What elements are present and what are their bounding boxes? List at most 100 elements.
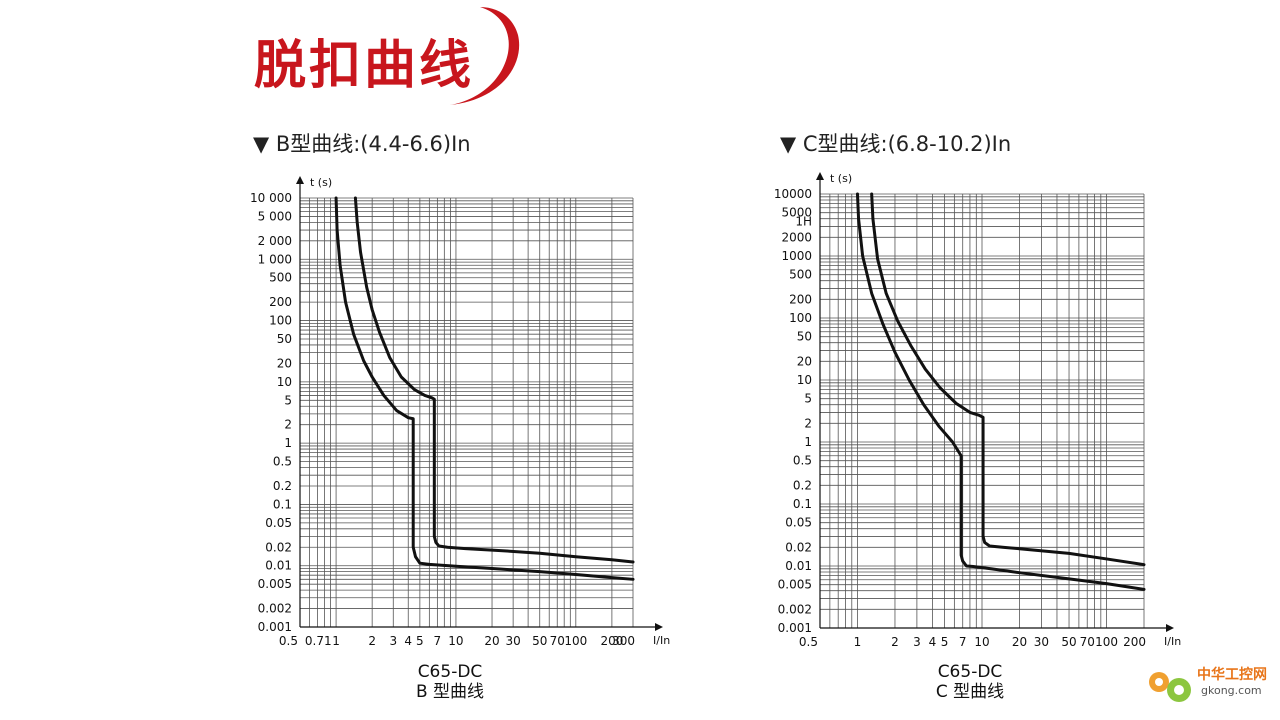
c-chart-x-tick-label: 2: [891, 635, 899, 649]
c-chart-y-tick-label: 0.5: [793, 454, 812, 468]
c-chart-grid: [819, 193, 1145, 629]
b-curve-heading: ▼ B型曲线:(4.4-6.6)In: [253, 132, 471, 156]
b-chart-y-tick-label: 5 000: [258, 209, 292, 223]
c-chart-x-tick-label: 10: [974, 635, 989, 649]
b-chart-x-tick-label: 200: [600, 634, 623, 648]
c-chart-x-tick-label: 0.5: [799, 635, 818, 649]
b-chart-y-tick-label: 50: [277, 332, 292, 346]
c-chart-y-tick-label: 0.2: [793, 478, 812, 492]
b-chart-y-tick-label: 200: [269, 295, 292, 309]
b-chart-y-tick-label: 1: [284, 436, 292, 450]
c-chart-x-tick-label: 5: [941, 635, 949, 649]
b-chart-axes: t (s) I/In: [296, 176, 670, 647]
b-chart-y-tick-label: 10: [277, 375, 292, 389]
b-chart-grid: [299, 197, 634, 628]
title-swoosh-arc: [450, 7, 520, 105]
c-chart-y-tick-label: 2: [804, 416, 812, 430]
b-chart-x-axis-arrow: [655, 623, 663, 631]
c-chart-y-tick-label: 20: [797, 354, 812, 368]
c-chart-x-tick-label: 50: [1061, 635, 1076, 649]
c-chart-y-tick-label: 1: [804, 435, 812, 449]
gear-icon: [1149, 672, 1191, 702]
b-chart-x-tick-label: 50: [532, 634, 547, 648]
b-chart-y-tick-label: 10 000: [250, 191, 292, 205]
b-caption-model: C65-DC: [417, 662, 483, 682]
b-chart-y-tick-label: 100: [269, 314, 292, 328]
b-chart-y-tick-label: 0.002: [258, 602, 292, 616]
c-chart-trip-curve-2: [870, 192, 1146, 567]
b-chart-y-tick-label: 0.01: [265, 559, 292, 573]
b-chart-y-tick-label: 2: [284, 418, 292, 432]
watermark-logo: 中华工控网 gkong.com: [1145, 662, 1275, 707]
page-title-block: 脱扣曲线: [250, 5, 550, 115]
c-chart-x-tick-label: 3: [913, 635, 921, 649]
b-chart-x-tick-label: 300: [612, 634, 635, 648]
b-chart-y-tick-label: 2 000: [258, 234, 292, 248]
c-chart-x-axis-label: I/In: [1164, 635, 1181, 648]
c-chart-axes: t (s) I/In: [816, 172, 1181, 648]
watermark-url: gkong.com: [1201, 684, 1262, 697]
b-chart-x-tick-label: 10: [448, 634, 463, 648]
b-chart-x-tick-label: 20: [484, 634, 499, 648]
b-chart-y-tick-label: 20: [277, 356, 292, 370]
b-chart-x-tick-label: 7: [434, 634, 442, 648]
watermark-name: 中华工控网: [1197, 667, 1267, 683]
b-chart-y-tick-label: 500: [269, 271, 292, 285]
c-chart-y-tick-label: 500: [789, 268, 812, 282]
c-chart-x-tick-label: 4: [929, 635, 937, 649]
b-chart-caption: C65-DC B 型曲线: [370, 662, 530, 702]
b-chart-x-tick-label: 0.71: [305, 634, 332, 648]
c-chart-x-tick-label: 70: [1080, 635, 1095, 649]
c-chart-y-tick-label: 0.05: [785, 516, 812, 530]
c-chart-x-tick-label: 7: [959, 635, 967, 649]
c-chart-y-tick-label: 200: [789, 292, 812, 306]
c-chart-y-tick-label: 0.002: [778, 602, 812, 616]
c-chart-y-tick-label: 5: [804, 392, 812, 406]
b-chart-y-tick-label: 1 000: [258, 252, 292, 266]
b-chart-x-axis-label: I/In: [653, 634, 670, 647]
b-chart-y-tick-label: 0.005: [258, 577, 292, 591]
c-chart-y-tick-label: 2000: [781, 230, 812, 244]
b-chart-trip-curve-1: [334, 196, 635, 581]
c-chart-y-tick-label: 1H: [795, 215, 812, 229]
b-chart-y-axis-label: t (s): [310, 176, 332, 189]
b-caption-type: B 型曲线: [415, 682, 485, 702]
c-chart-trip-curve-1: [855, 192, 1146, 591]
c-chart-x-tick-label: 100: [1095, 635, 1118, 649]
c-chart-y-tick-label: 50: [797, 330, 812, 344]
b-chart-x-tick-label: 30: [505, 634, 520, 648]
c-chart-curves: [855, 192, 1146, 591]
c-chart-y-tick-label: 5000: [781, 206, 812, 220]
c-chart-y-tick-label: 10000: [774, 187, 812, 201]
b-chart-x-tick-label: 2: [368, 634, 376, 648]
c-chart-y-tick-label: 10: [797, 373, 812, 387]
c-chart-y-tick-label: 0.005: [778, 578, 812, 592]
b-chart-x-tick-label: 4: [404, 634, 412, 648]
c-caption-type: C 型曲线: [935, 682, 1005, 702]
b-chart-y-axis-arrow: [296, 176, 304, 184]
b-chart-x-tick-label: 70: [550, 634, 565, 648]
c-chart-y-tick-label: 0.1: [793, 497, 812, 511]
b-chart-x-tick-label: 1: [332, 634, 340, 648]
b-chart-y-tick-label: 0.5: [273, 455, 292, 469]
c-chart-x-tick-label: 30: [1034, 635, 1049, 649]
b-chart-y-tick-label: 0.05: [265, 516, 292, 530]
page-title: 脱扣曲线: [254, 36, 475, 96]
b-chart-y-tick-label: 0.001: [258, 620, 292, 634]
b-chart-x-tick-label: 3: [389, 634, 397, 648]
c-chart-y-axis-arrow: [816, 172, 824, 180]
c-chart-y-tick-label: 100: [789, 311, 812, 325]
b-chart-y-tick-label: 0.1: [273, 497, 292, 511]
c-chart-y-tick-label: 0.01: [785, 559, 812, 573]
b-chart-trip-curve-2: [353, 196, 635, 564]
c-chart-x-tick-label: 20: [1012, 635, 1027, 649]
c-caption-model: C65-DC: [937, 662, 1003, 682]
b-chart-x-tick-label: 0.5: [279, 634, 298, 648]
c-chart-caption: C65-DC C 型曲线: [890, 662, 1050, 702]
c-chart-y-tick-label: 1000: [781, 249, 812, 263]
b-chart-curves: [334, 196, 635, 581]
